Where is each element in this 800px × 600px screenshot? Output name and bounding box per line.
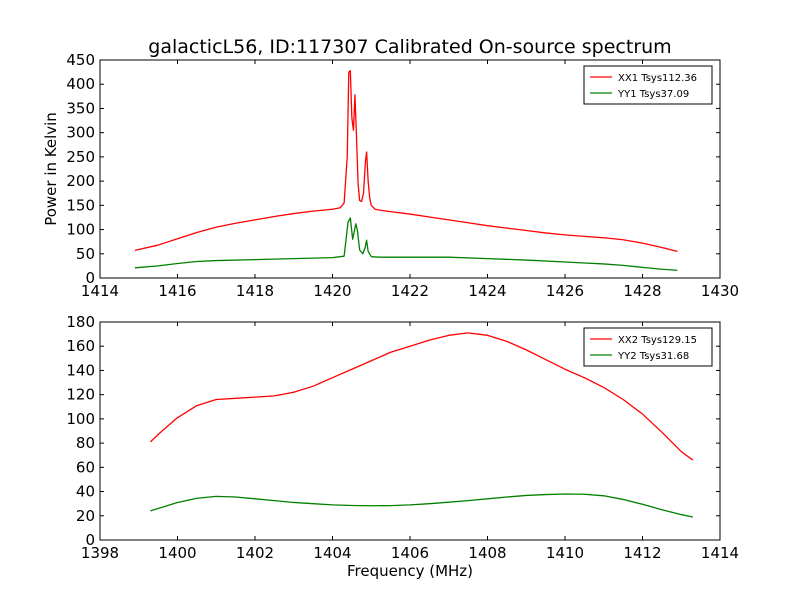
bottom-legend-label-1: XX2 Tsys129.15: [618, 335, 697, 346]
bottom-y-tick-label: 60: [76, 458, 95, 476]
top-y-tick-label: 200: [66, 172, 95, 190]
bottom-y-tick-label: 160: [66, 337, 95, 355]
top-y-tick-label: 50: [76, 245, 95, 263]
top-x-tick-label: 1428: [623, 282, 661, 300]
x-axis-label-bottom: Frequency (MHz): [347, 562, 473, 580]
bottom-y-tick-label: 100: [66, 410, 95, 428]
bottom-y-tick-label: 120: [66, 386, 95, 404]
top-x-tick-label: 1420: [313, 282, 351, 300]
top-y-tick-label: 450: [66, 51, 95, 69]
top-legend-label-2: YY1 Tsys37.09: [617, 89, 689, 100]
bottom-legend: XX2 Tsys129.15 YY2 Tsys31.68: [583, 327, 713, 367]
bottom-y-tick-label: 180: [66, 313, 95, 331]
bottom-x-tick-label: 1414: [701, 544, 739, 562]
top-series-line-2: [134, 217, 678, 271]
bottom-y-tick-label: 20: [76, 507, 95, 525]
top-x-tick-label: 1426: [546, 282, 584, 300]
bottom-legend-box: [583, 327, 713, 367]
top-legend-label-1: XX1 Tsys112.36: [618, 73, 697, 84]
bottom-x-tick-label: 1402: [236, 544, 274, 562]
top-x-tick-label: 1416: [158, 282, 196, 300]
bottom-x-tick-label: 1412: [623, 544, 661, 562]
bottom-y-tick-label: 40: [76, 483, 95, 501]
top-x-tick-label: 1424: [468, 282, 506, 300]
top-y-tick-label: 400: [66, 75, 95, 93]
top-y-tick-label: 0: [85, 269, 95, 287]
bottom-plot-panel: 1398 1400 1402 1404 1406 1408 1410 1412 1414 0 20 4…: [66, 313, 739, 562]
bottom-y-tick-label: 80: [76, 434, 95, 452]
top-legend: XX1 Tsys112.36 YY1 Tsys37.09: [583, 65, 713, 105]
top-y-tick-label: 350: [66, 99, 95, 117]
top-y-tick-label: 300: [66, 124, 95, 142]
top-x-tick-label: 1430: [701, 282, 739, 300]
top-x-tick-label: 1422: [391, 282, 429, 300]
top-plot-panel: 1414 1416 1418 1420 1422 1424 1426 1428 1430 0 50 1…: [66, 51, 739, 300]
top-y-tick-label: 100: [66, 221, 95, 239]
bottom-x-tick-label: 1400: [158, 544, 196, 562]
bottom-x-tick-label: 1398: [81, 544, 119, 562]
y-axis-label-top: Power in Kelvin: [42, 112, 60, 226]
top-x-tick-label: 1414: [81, 282, 119, 300]
top-x-tick-label: 1418: [236, 282, 274, 300]
top-legend-box: [583, 65, 713, 105]
bottom-x-tick-label: 1404: [313, 544, 351, 562]
top-y-tick-label: 150: [66, 196, 95, 214]
bottom-series-line-2: [150, 493, 694, 518]
top-y-tick-label: 250: [66, 148, 95, 166]
bottom-y-tick-label: 0: [85, 531, 95, 549]
top-series-line-1: [134, 70, 678, 252]
bottom-x-tick-label: 1408: [468, 544, 506, 562]
bottom-x-tick-label: 1410: [546, 544, 584, 562]
bottom-y-tick-label: 140: [66, 361, 95, 379]
bottom-x-tick-label: 1406: [391, 544, 429, 562]
figure-title: galacticL56, ID:117307 Calibrated On-sou…: [148, 36, 671, 58]
bottom-legend-label-2: YY2 Tsys31.68: [617, 351, 689, 362]
bottom-series-line-1: [149, 332, 694, 461]
